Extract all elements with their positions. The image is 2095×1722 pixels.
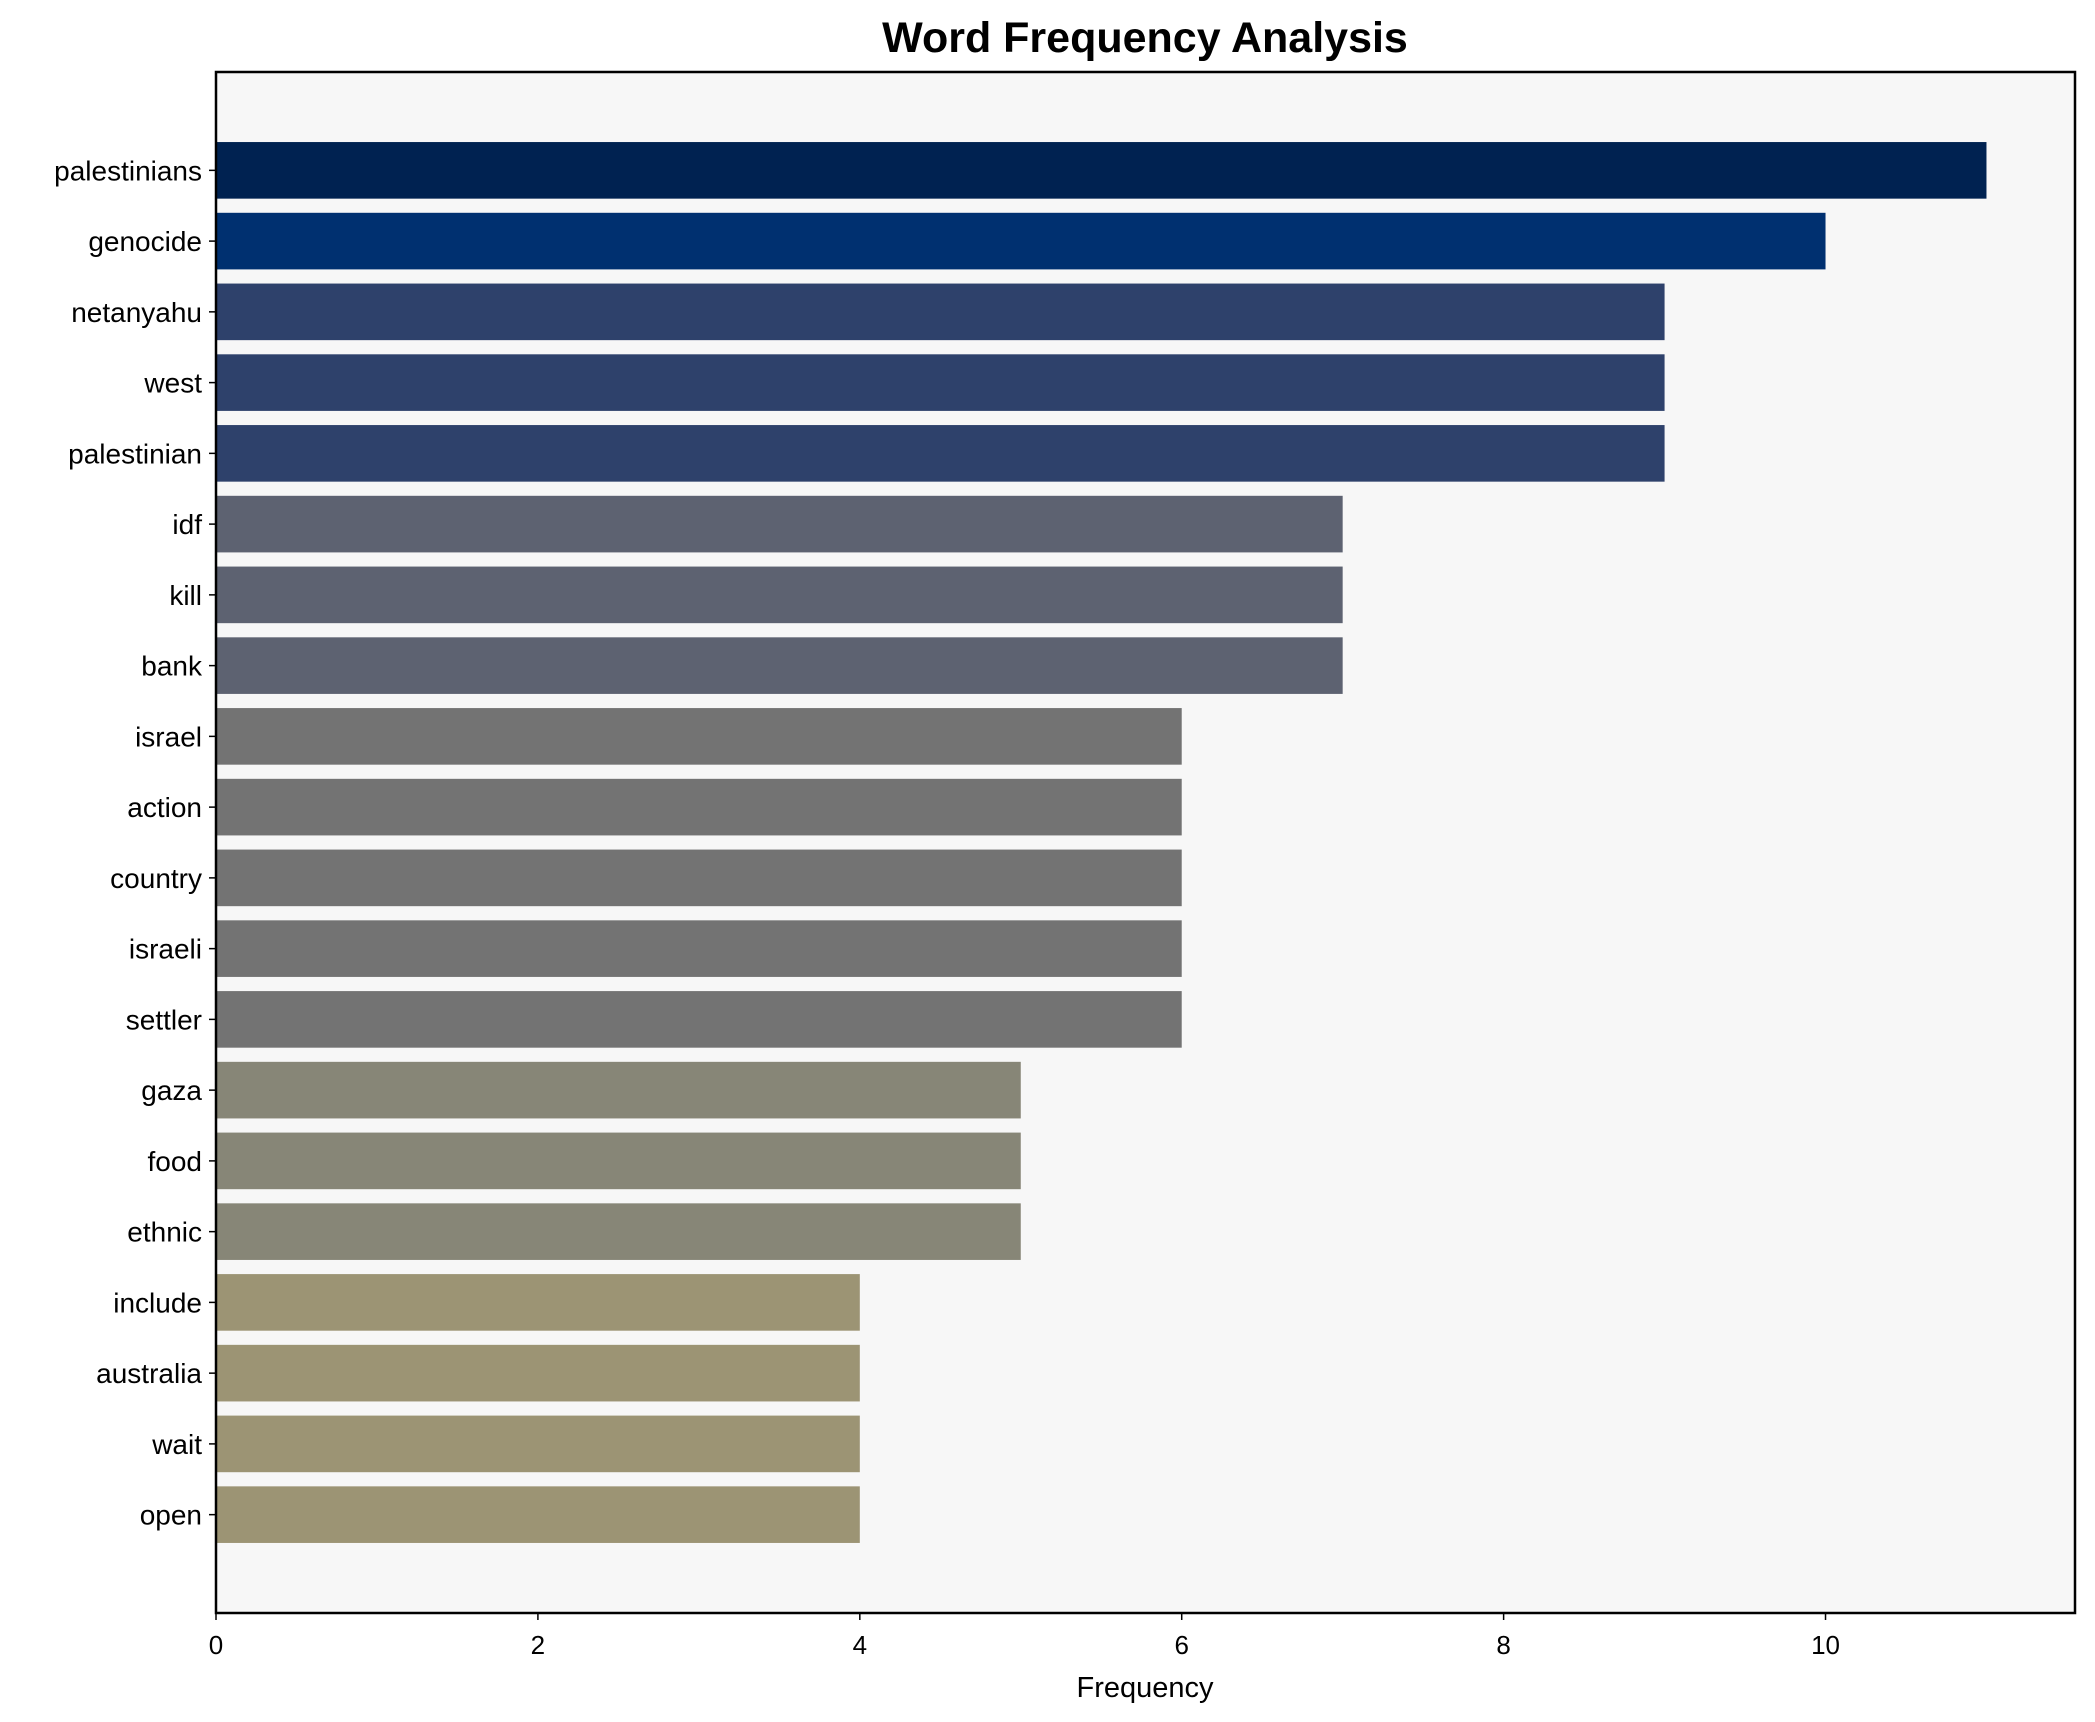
y-tick-label: wait: [151, 1429, 202, 1460]
y-tick-label: netanyahu: [71, 297, 202, 328]
y-tick-label: australia: [96, 1358, 202, 1389]
y-tick-label: genocide: [88, 226, 202, 257]
y-tick-label: ethnic: [127, 1217, 202, 1248]
y-tick-label: west: [143, 368, 202, 399]
y-tick-label: food: [148, 1146, 203, 1177]
x-tick-label: 0: [209, 1630, 223, 1660]
bar-israel: [216, 708, 1182, 765]
x-axis-label: Frequency: [1076, 1672, 1214, 1704]
x-tick-label: 2: [531, 1630, 545, 1660]
y-tick-label: gaza: [141, 1075, 202, 1106]
x-tick-label: 8: [1496, 1630, 1510, 1660]
x-tick-label: 10: [1811, 1630, 1840, 1660]
bar-bank: [216, 637, 1343, 694]
y-tick-label: kill: [169, 580, 202, 611]
y-tick-label: country: [110, 863, 202, 894]
axes-frame: [214, 70, 2077, 1615]
chart-title: Word Frequency Analysis: [882, 14, 1408, 62]
y-tick-label: palestinians: [54, 155, 202, 186]
bar-genocide: [216, 212, 1826, 270]
y-tick-label: palestinian: [68, 438, 202, 469]
y-tick-label: israeli: [129, 934, 202, 965]
y-tick-label: idf: [172, 509, 202, 540]
y-tick-label: include: [113, 1287, 202, 1318]
bar-wait: [216, 1415, 860, 1473]
bar-idf: [216, 495, 1343, 553]
y-tick-label: bank: [141, 651, 203, 682]
bar-netanyahu: [216, 283, 1665, 341]
bar-action: [216, 778, 1182, 836]
y-tick-label: settler: [126, 1004, 202, 1035]
bar-palestinians: [216, 142, 1987, 199]
bar-australia: [216, 1344, 860, 1402]
y-tick-label: action: [127, 792, 202, 823]
bar-israeli: [216, 920, 1182, 977]
bar-include: [216, 1274, 860, 1331]
y-tick-label: open: [140, 1500, 202, 1531]
bar-food: [216, 1132, 1021, 1190]
bar-settler: [216, 991, 1182, 1048]
bar-kill: [216, 566, 1343, 624]
x-tick-label: 6: [1174, 1630, 1188, 1660]
bar-country: [216, 849, 1182, 907]
bar-palestinian: [216, 425, 1665, 482]
x-tick-label: 4: [853, 1630, 867, 1660]
bar-open: [216, 1486, 860, 1543]
y-tick-label: israel: [135, 721, 202, 752]
bar-gaza: [216, 1061, 1021, 1119]
bar-west: [216, 354, 1665, 411]
bar-ethnic: [216, 1203, 1021, 1260]
